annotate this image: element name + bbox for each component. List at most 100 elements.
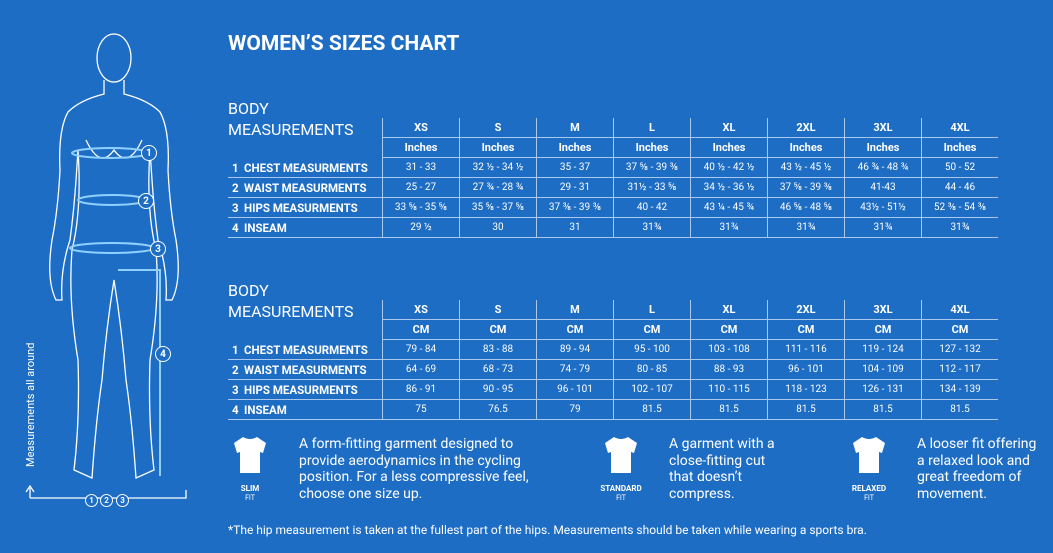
fit-description: A garment with a close-fitting cut that …	[669, 436, 775, 502]
cell: 75	[382, 400, 459, 420]
cell: 134 - 139	[921, 380, 998, 400]
size-header: M	[536, 118, 613, 138]
row-rule	[228, 237, 382, 238]
fit-sub: FIT	[245, 494, 255, 502]
marker: 1	[141, 145, 157, 161]
row-label: CHEST MEASURMENTS	[244, 161, 368, 175]
row-number: 1	[232, 343, 239, 357]
size-header: 2XL	[767, 300, 844, 320]
cell: 103 - 108	[690, 340, 767, 360]
side-label: Measurements all around	[24, 342, 37, 467]
cell: 31 - 33	[382, 158, 459, 178]
cell: 127 - 132	[921, 340, 998, 360]
cell: 30	[459, 218, 536, 238]
size-header: 4XL	[921, 300, 998, 320]
cell: 27 ¾ - 28 ¾	[459, 178, 536, 198]
head	[96, 33, 132, 83]
cell: 81.5	[613, 400, 690, 420]
unit-header: Inches	[921, 138, 998, 158]
jersey-icon	[605, 437, 637, 473]
row-rule	[228, 379, 382, 380]
bust	[85, 139, 143, 159]
row-rule	[228, 177, 382, 178]
cell: 74 - 79	[536, 360, 613, 380]
marker: 3	[150, 241, 166, 257]
marker: 4	[155, 346, 171, 362]
unit-header: CM	[459, 320, 536, 340]
cell: 81.5	[690, 400, 767, 420]
size-header: XL	[690, 300, 767, 320]
fit-sub: FIT	[864, 494, 874, 502]
row-number: 4	[232, 403, 239, 417]
table-label: MEASUREMENTS	[228, 302, 354, 321]
cell: 104 - 109	[844, 360, 921, 380]
row-label: CHEST MEASURMENTS	[244, 343, 368, 357]
cell: 96 - 101	[536, 380, 613, 400]
cell: 52 ⅜ - 54 ⅜	[921, 198, 998, 218]
unit-header: CM	[767, 320, 844, 340]
unit-header: Inches	[536, 138, 613, 158]
bottom-marker: 3	[116, 494, 129, 507]
unit-header: CM	[921, 320, 998, 340]
row-rule	[228, 359, 382, 360]
cell: 86 - 91	[382, 380, 459, 400]
fit-name: STANDARD	[600, 484, 642, 493]
cell: 89 - 94	[536, 340, 613, 360]
row-number: 1	[232, 161, 239, 175]
jersey-icon	[853, 437, 885, 473]
cell: 79	[536, 400, 613, 420]
unit-header: Inches	[613, 138, 690, 158]
bottom-marker: 2	[100, 494, 113, 507]
size-header: 2XL	[767, 118, 844, 138]
size-header: 3XL	[844, 300, 921, 320]
size-header: M	[536, 300, 613, 320]
jersey-icon	[234, 437, 266, 473]
cell: 29 - 31	[536, 178, 613, 198]
cell: 50 - 52	[921, 158, 998, 178]
cell: 41-43	[844, 178, 921, 198]
cell: 40 - 42	[613, 198, 690, 218]
unit-header: CM	[382, 320, 459, 340]
fit-name: RELAXED	[851, 484, 887, 493]
table-label: BODY	[228, 281, 269, 300]
cell: 46 ¾ - 48 ¾	[844, 158, 921, 178]
unit-header: CM	[690, 320, 767, 340]
row-label: WAIST MEASURMENTS	[244, 181, 367, 195]
bottom-marker: 1	[85, 494, 98, 507]
size-header: XS	[382, 118, 459, 138]
cell: 32 ½ - 34 ½	[459, 158, 536, 178]
size-header: 4XL	[921, 118, 998, 138]
cell: 31¾	[844, 218, 921, 238]
unit-header: Inches	[382, 138, 459, 158]
row-label: WAIST MEASURMENTS	[244, 363, 367, 377]
row-number: 2	[232, 363, 239, 377]
row-label: HIPS MEASURMENTS	[244, 201, 358, 215]
chest-line	[71, 147, 149, 159]
cell: 34 ½ - 36 ½	[690, 178, 767, 198]
cell: 88 - 93	[690, 360, 767, 380]
unit-header: Inches	[844, 138, 921, 158]
size-header: 3XL	[844, 118, 921, 138]
cell: 81.5	[921, 400, 998, 420]
table-label: BODY	[228, 99, 269, 118]
cell: 37 ⅝ - 39 ⅜	[613, 158, 690, 178]
cell: 110 - 115	[690, 380, 767, 400]
row-label: INSEAM	[244, 221, 287, 235]
table-label: MEASUREMENTS	[228, 120, 354, 139]
cell: 96 - 101	[767, 360, 844, 380]
cell: 81.5	[844, 400, 921, 420]
cell: 44 - 46	[921, 178, 998, 198]
cell: 43 ½ - 45 ½	[767, 158, 844, 178]
cell: 35 ⅝ - 37 ⅝	[459, 198, 536, 218]
row-number: 2	[232, 181, 239, 195]
cell: 31¾	[613, 218, 690, 238]
row-rule	[228, 217, 382, 218]
cell: 95 - 100	[613, 340, 690, 360]
cell: 112 - 117	[921, 360, 998, 380]
unit-header: CM	[536, 320, 613, 340]
row-label: INSEAM	[244, 403, 287, 417]
inseam-line	[118, 269, 161, 476]
row-label: HIPS MEASURMENTS	[244, 383, 358, 397]
row-rule	[228, 419, 382, 420]
cell: 31½ - 33 ⅝	[613, 178, 690, 198]
